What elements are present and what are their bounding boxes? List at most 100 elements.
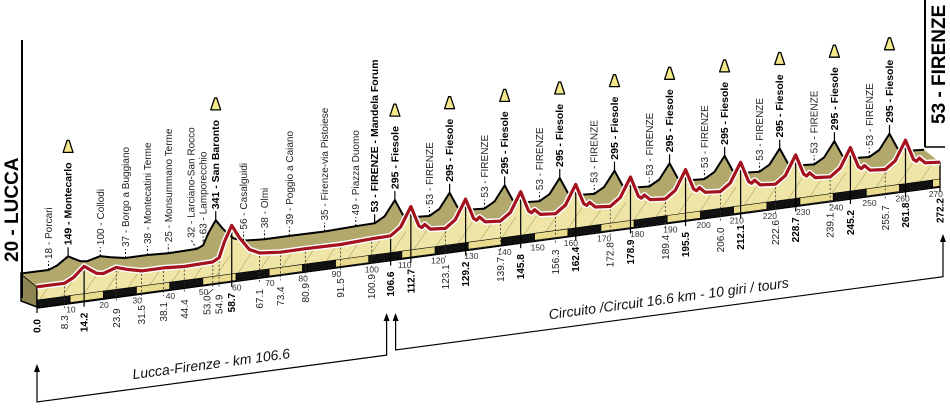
waypoint-label: 53 - FIRENZE - Mandela Forum xyxy=(369,59,381,212)
km-tick-label: 160 xyxy=(564,238,578,248)
waypoint-label: 53 - FIRENZE xyxy=(810,90,821,153)
waypoint-label: 53 - FIRENZE xyxy=(590,120,601,183)
km-label: 44.4 xyxy=(180,299,191,319)
km-label: 189.4 xyxy=(661,234,672,259)
section-label: Circuito /Circuit 16.6 km - 10 giri / to… xyxy=(548,274,790,322)
section-bracket xyxy=(395,240,944,351)
waypoint-label: 63 - Lamporecchio xyxy=(199,151,210,234)
waypoint-label: 53 - FIRENZE xyxy=(645,112,656,175)
km-tick-label: 40 xyxy=(166,291,176,301)
waypoint-label: 295 - Fiesole xyxy=(774,74,786,137)
hatch-line xyxy=(853,169,869,191)
km-label: 261.8 xyxy=(901,202,912,227)
waypoint-labels: 18 - Porcari 149 - Montecarlo 100 - Collod… xyxy=(44,37,896,270)
km-tick-label: 80 xyxy=(298,273,308,283)
km-tick-label: 90 xyxy=(332,269,342,279)
climb-icon xyxy=(663,66,676,80)
waypoint-label: 35 - Firenze-via Pistoiese xyxy=(320,107,331,220)
waypoint-leader xyxy=(190,239,198,250)
waypoint-label: 53 - FIRENZE xyxy=(865,83,876,146)
km-label: 129.2 xyxy=(461,261,472,286)
hatch-line xyxy=(413,228,429,250)
km-label: 206.0 xyxy=(716,227,727,252)
km-tick-label: 170 xyxy=(597,233,611,243)
km-tick-label: 100 xyxy=(365,265,379,275)
waypoint-label: 38 - Montecatini Terme xyxy=(143,142,154,244)
waypoint-label: 295 - Fiesole xyxy=(609,97,621,160)
climb-icon xyxy=(499,88,511,103)
km-tick-label: 110 xyxy=(398,260,412,270)
km-tick-label: 70 xyxy=(265,278,275,288)
km-label: 23.9 xyxy=(112,308,123,328)
climb-icon xyxy=(554,81,566,95)
km-label: 14.2 xyxy=(80,312,91,332)
km-tick-label: 230 xyxy=(796,207,810,217)
waypoint-label: 38 - Olmi xyxy=(260,188,271,229)
waypoint-label: 37 - Borgo a Buggiano xyxy=(121,146,132,247)
km-label: 239.1 xyxy=(826,212,837,237)
climb-icon xyxy=(883,37,896,51)
route-line xyxy=(36,138,941,289)
hatch-line xyxy=(237,251,253,274)
km-tick-labels: 10 20 30 40 50 60 70 80 90 100 110 120 130 140 150 160 1… xyxy=(66,189,943,315)
km-label: 272.2 xyxy=(936,198,947,223)
waypoint-label: 53 - FIRENZE xyxy=(535,127,546,190)
km-tick-label: 120 xyxy=(431,256,445,266)
km-label: 255.7 xyxy=(881,205,892,230)
section-label: Lucca-Firenze - km 106.6 xyxy=(131,345,291,382)
arrow-up-icon xyxy=(383,313,390,321)
km-tick-label: 210 xyxy=(730,216,744,226)
km-tick-label: 20 xyxy=(99,300,109,310)
km-label: 212.1 xyxy=(736,224,747,249)
km-label: 139.7 xyxy=(496,256,507,281)
waypoint-label: 295 - Fiesole xyxy=(829,67,841,130)
hatch-line xyxy=(567,207,583,230)
climb-icon xyxy=(389,103,401,117)
km-label: 38.1 xyxy=(159,302,170,322)
waypoint-label: 53 - FIRENZE xyxy=(755,98,766,161)
km-label: 73.4 xyxy=(276,286,287,306)
waypoint-label: 149 - Montecarlo xyxy=(63,162,75,245)
km-label: 91.5 xyxy=(336,278,347,298)
km-label: 112.7 xyxy=(406,268,417,293)
marker-lines xyxy=(36,140,941,313)
climb-icon xyxy=(828,44,841,58)
arrow-up-icon xyxy=(34,364,40,372)
hatch-line xyxy=(633,198,649,221)
km-tick-label: 200 xyxy=(697,220,711,230)
km-label: 53.0 xyxy=(203,295,214,315)
hatch-line xyxy=(721,187,737,209)
waypoint-label: 295 - Fiesole xyxy=(719,82,731,145)
km-label: 100.9 xyxy=(367,274,378,299)
km-tick-label: 190 xyxy=(663,225,677,235)
hatch-line xyxy=(831,172,847,194)
waypoint-label: 39 - Poggio a Caiano xyxy=(285,131,296,225)
start-label: 20 - LUCCA xyxy=(2,157,23,262)
km-label: 54.9 xyxy=(215,294,226,314)
km-tick-label: 270 xyxy=(929,189,943,199)
waypoint-label: 53 - FIRENZE xyxy=(700,105,711,168)
hatch-line xyxy=(83,272,99,294)
arrow-up-icon xyxy=(940,234,946,242)
km-label: 178.9 xyxy=(626,239,637,264)
km-label: 145.8 xyxy=(516,254,527,279)
km-label: 222.6 xyxy=(771,220,782,245)
waypoint-label: 341 - San Baronto xyxy=(210,120,222,209)
km-label: 172.8 xyxy=(606,242,617,267)
waypoint-label: 295 - Fiesole xyxy=(554,104,566,167)
km-tick-label: 240 xyxy=(829,202,843,212)
hatch-line xyxy=(105,269,121,291)
km-label: 162.4 xyxy=(571,246,582,271)
km-tick-label: 130 xyxy=(464,251,478,261)
waypoint-label: 295 - Fiesole xyxy=(664,89,676,152)
km-label: 58.7 xyxy=(227,292,238,312)
km-tick-label: 250 xyxy=(862,198,876,208)
section-bracket xyxy=(36,319,388,403)
waypoint-label: 53 - FIRENZE xyxy=(480,134,491,197)
km-label: 8.3 xyxy=(60,315,71,329)
km-label: 80.9 xyxy=(301,283,312,303)
front-face xyxy=(37,140,940,300)
km-label: 156.3 xyxy=(551,249,562,274)
hatch-line xyxy=(611,201,627,224)
